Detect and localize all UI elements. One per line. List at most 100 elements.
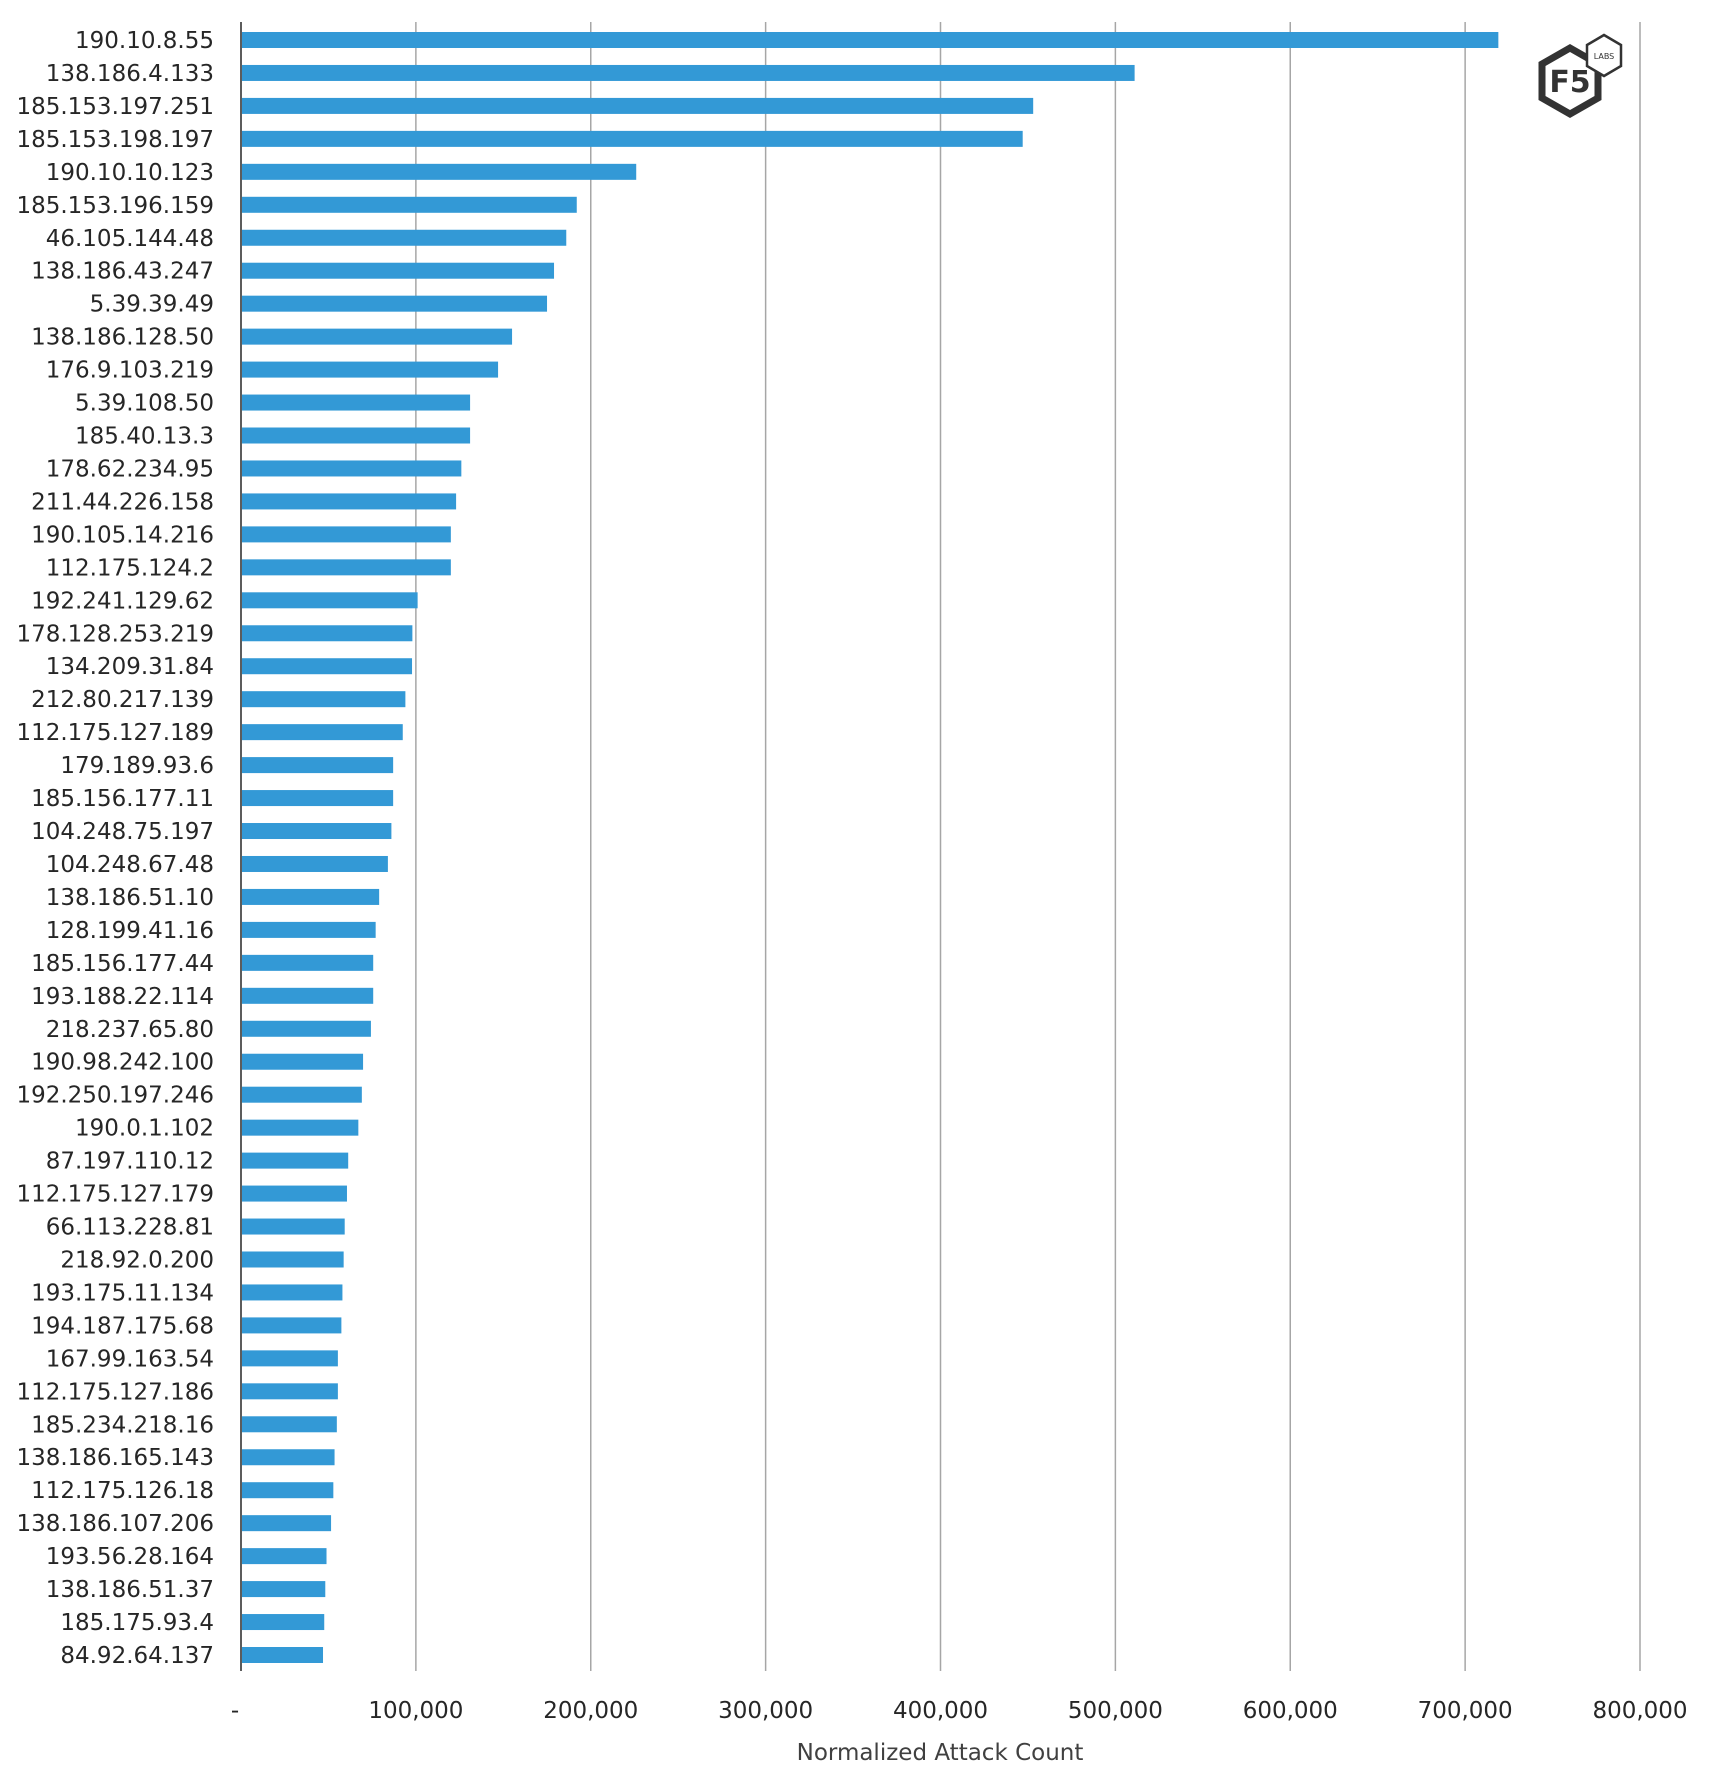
bar [242,1053,364,1070]
x-axis-title: Normalized Attack Count [797,1740,1084,1766]
bar [242,888,380,905]
bar [242,460,462,477]
category-label: 138.186.51.37 [46,1577,214,1603]
bar [242,196,577,213]
bar [242,64,1135,81]
bar [242,1383,338,1400]
category-label: 185.153.196.159 [16,193,214,219]
category-label: 5.39.39.49 [90,292,214,318]
bar [242,954,374,971]
category-label: 190.10.8.55 [75,28,214,54]
category-label: 112.175.126.18 [31,1478,214,1504]
category-label: 46.105.144.48 [46,226,214,252]
bar [242,97,1034,114]
bar [242,592,418,609]
category-label: 185.153.198.197 [16,127,214,153]
bar [242,921,376,938]
gridlines [240,22,1641,1671]
category-label: 138.186.4.133 [46,61,214,87]
category-label: 138.186.165.143 [16,1445,214,1471]
category-label: 190.10.10.123 [46,160,214,186]
bar [242,1086,362,1103]
bar [242,1548,327,1565]
bar [242,262,555,279]
logo-badge: LABS [1594,52,1615,61]
category-label: 193.188.22.114 [31,984,214,1010]
bar [242,1317,342,1334]
bar [242,1647,324,1663]
bar [242,1416,337,1433]
category-label: 87.197.110.12 [46,1149,214,1175]
category-label: 190.105.14.216 [31,522,214,548]
x-tick-label: 400,000 [893,1698,988,1724]
category-labels: 190.10.8.55 138.186.4.133 185.153.197.251 1… [16,28,214,1669]
category-label: 193.56.28.164 [46,1544,214,1570]
x-tick-labels: - 100,000 200,000 300,000 400,000 500,000 600,… [231,1698,1688,1724]
category-label: 211.44.226.158 [31,489,214,515]
category-label: 104.248.75.197 [31,819,214,845]
bar [242,559,451,576]
category-label: 128.199.41.16 [46,918,214,944]
category-label: 112.175.124.2 [46,555,214,581]
category-label: 176.9.103.219 [46,358,214,384]
bar [242,724,403,741]
bar [242,1020,371,1037]
category-label: 112.175.127.189 [16,720,214,746]
category-label: 218.237.65.80 [46,1017,214,1043]
bar [242,526,451,543]
bar [242,427,471,444]
category-label: 194.187.175.68 [31,1313,214,1339]
category-label: 112.175.127.186 [16,1379,214,1405]
category-label: 66.113.228.81 [46,1215,214,1241]
bar [242,1152,349,1169]
bar [242,823,392,840]
x-tick-label: 500,000 [1068,1698,1163,1724]
x-tick-label: 100,000 [368,1698,463,1724]
category-label: 185.175.93.4 [60,1610,214,1636]
category-label: 138.186.51.10 [46,885,214,911]
bar [242,1119,359,1136]
category-label: 178.62.234.95 [46,456,214,482]
bar [242,163,637,180]
bar [242,790,394,807]
category-label: 178.128.253.219 [16,621,214,647]
x-tick-label: 600,000 [1243,1698,1338,1724]
bar [242,130,1023,147]
bar [242,229,567,246]
bar [242,757,394,774]
category-label: 138.186.107.206 [16,1511,214,1537]
bar [242,1449,335,1466]
bar [242,1614,325,1631]
logo-text: F5 [1549,65,1590,100]
bar [242,1284,343,1301]
category-label: 192.241.129.62 [31,588,214,614]
bar [242,1218,345,1235]
category-label: 179.189.93.6 [60,753,214,779]
bar [242,1185,347,1202]
bar [242,1581,326,1598]
x-tick-label: 300,000 [718,1698,813,1724]
category-label: 185.153.197.251 [16,94,214,120]
category-label: 185.234.218.16 [31,1412,214,1438]
x-tick-label: - [231,1698,239,1724]
category-label: 185.40.13.3 [75,424,214,450]
x-tick-label: 200,000 [543,1698,638,1724]
x-tick-label: 800,000 [1592,1698,1687,1724]
category-label: 218.92.0.200 [60,1247,214,1273]
category-label: 185.156.177.11 [31,786,214,812]
category-label: 134.209.31.84 [46,654,214,680]
category-label: 167.99.163.54 [46,1346,214,1372]
category-label: 193.175.11.134 [31,1280,214,1306]
bar [242,1515,332,1532]
bar [242,394,471,411]
category-label: 104.248.67.48 [46,852,214,878]
bar [242,493,457,510]
category-label: 5.39.108.50 [75,391,214,417]
category-label: 190.98.242.100 [31,1050,214,1076]
bar [242,1350,338,1367]
category-label: 192.250.197.246 [16,1083,214,1109]
bar [242,855,388,872]
bar [242,658,413,675]
bar [242,691,406,708]
